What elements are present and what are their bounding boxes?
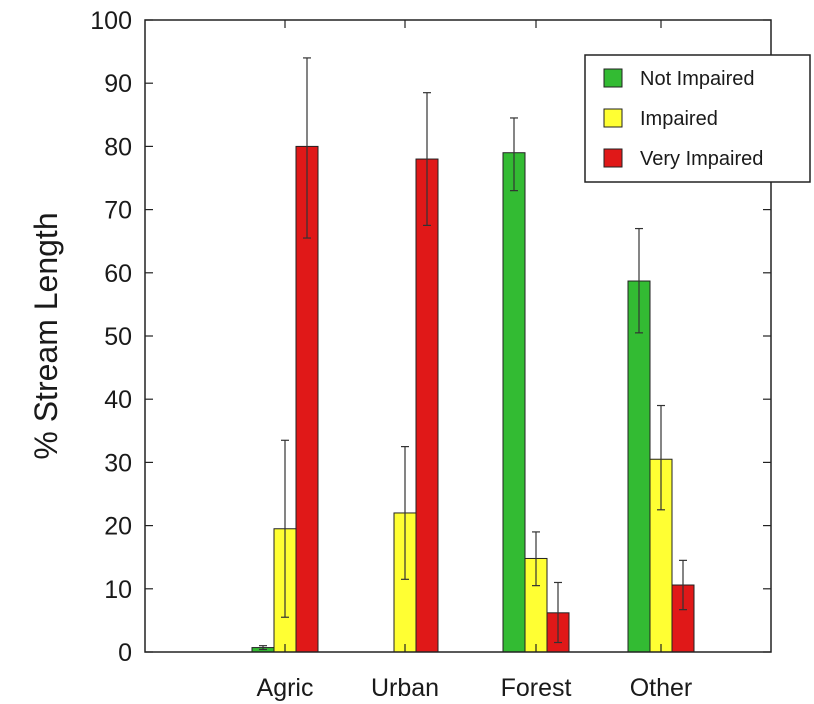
legend-swatch-impaired bbox=[603, 108, 623, 128]
x-tick-label-other: Other bbox=[630, 674, 693, 702]
y-tick-label: 70 bbox=[104, 197, 132, 225]
y-tick-label: 50 bbox=[104, 323, 132, 351]
y-tick-label: 20 bbox=[104, 513, 132, 541]
bar-urban-very-impaired bbox=[415, 158, 439, 653]
y-tick-labels: 0 10 20 30 40 50 60 70 80 90 100 bbox=[90, 7, 132, 667]
y-tick-label: 60 bbox=[104, 260, 132, 288]
legend-swatch-very-impaired bbox=[603, 148, 623, 168]
x-tick-label-forest: Forest bbox=[501, 674, 572, 702]
bars-layer bbox=[251, 145, 695, 653]
y-axis-title: % Stream Length bbox=[28, 212, 64, 459]
x-tick-label-agric: Agric bbox=[257, 674, 314, 702]
legend-swatch-not-impaired bbox=[603, 68, 623, 88]
legend: Not Impaired Impaired Very Impaired bbox=[584, 54, 811, 183]
y-tick-label: 100 bbox=[90, 7, 132, 35]
legend-label-very-impaired: Very Impaired bbox=[640, 148, 763, 170]
error-bars-layer bbox=[259, 57, 687, 651]
y-tick-label: 30 bbox=[104, 449, 132, 477]
y-tick-label: 90 bbox=[104, 70, 132, 98]
x-tick-label-urban: Urban bbox=[371, 674, 439, 702]
legend-label-impaired: Impaired bbox=[640, 108, 718, 130]
y-tick-label: 40 bbox=[104, 386, 132, 414]
bar-other-not-impaired bbox=[627, 280, 651, 653]
x-tick-labels: Agric Urban Forest Other bbox=[257, 674, 693, 702]
bar-forest-not-impaired bbox=[502, 152, 526, 653]
y-tick-label: 10 bbox=[104, 576, 132, 604]
y-tick-label: 0 bbox=[118, 639, 132, 667]
legend-items: Not Impaired Impaired Very Impaired bbox=[603, 68, 763, 170]
y-tick-label: 80 bbox=[104, 133, 132, 161]
legend-label-not-impaired: Not Impaired bbox=[640, 68, 755, 90]
